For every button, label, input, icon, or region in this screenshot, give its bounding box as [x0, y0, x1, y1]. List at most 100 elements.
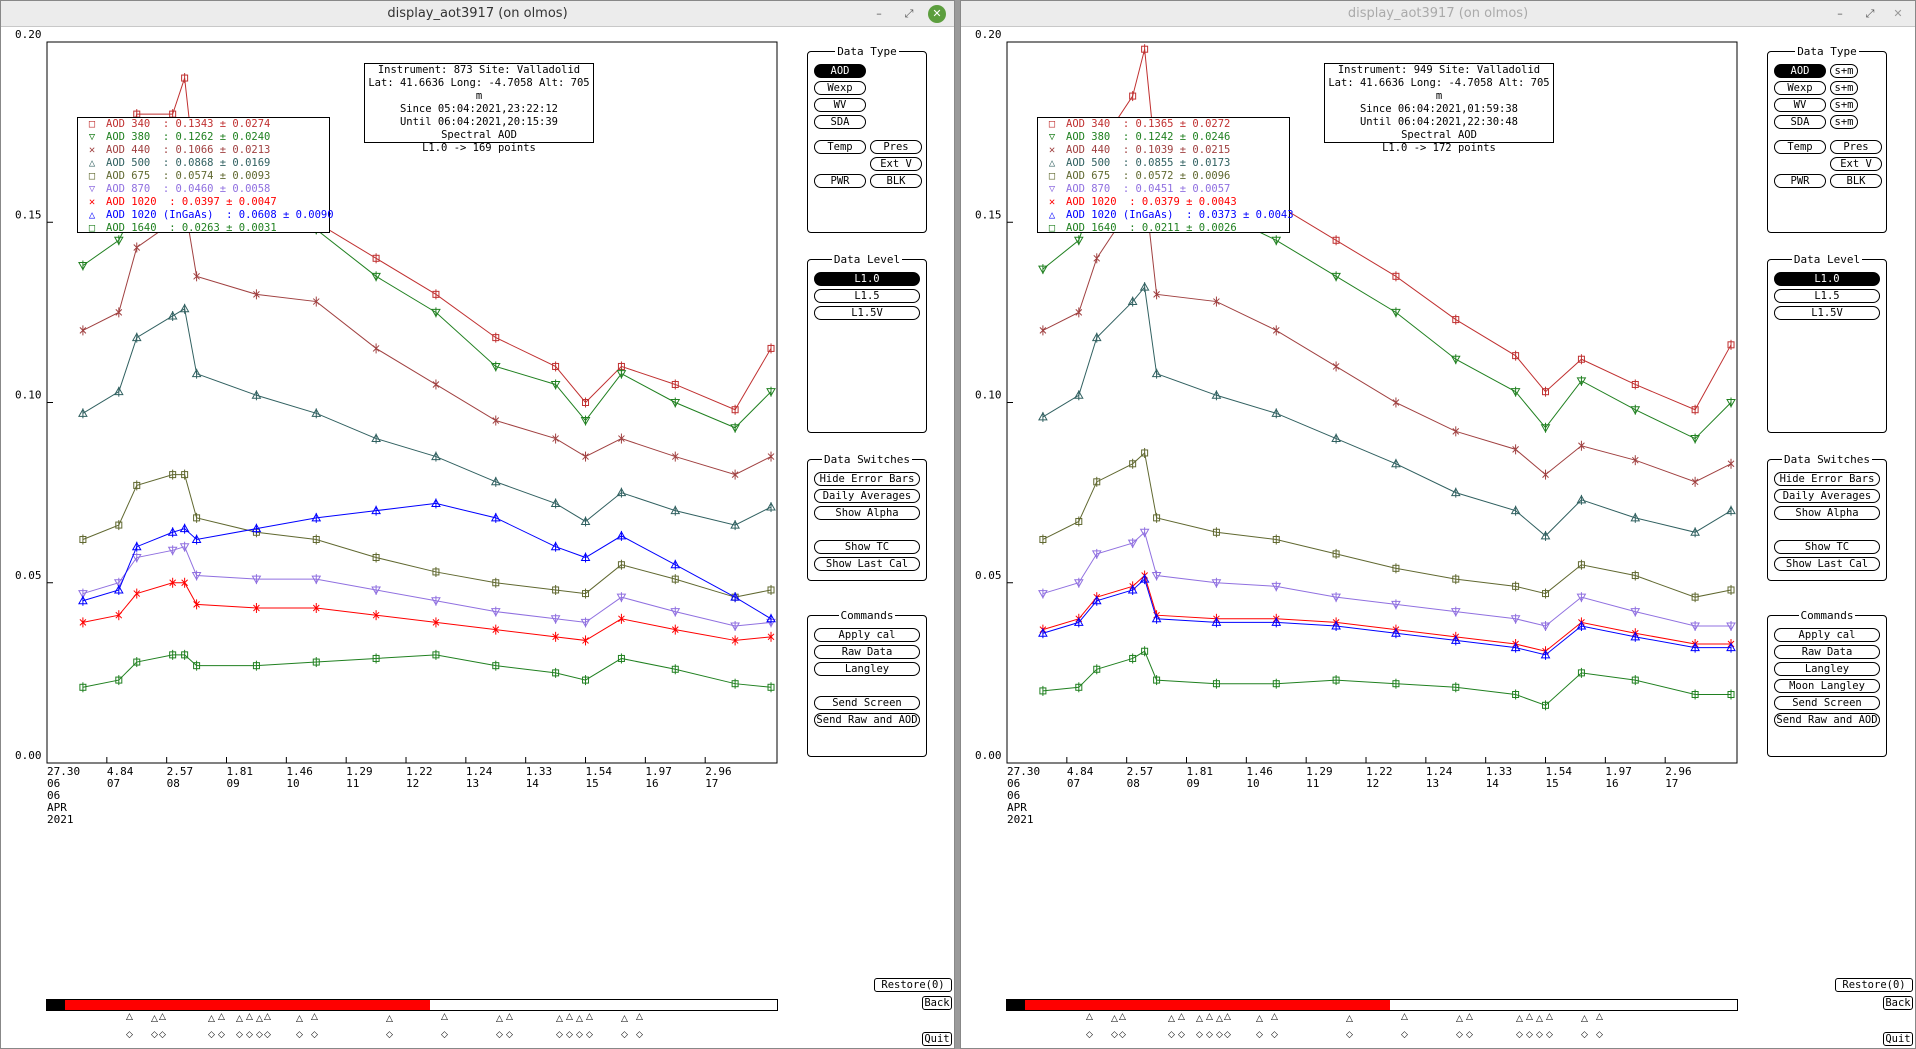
data-point	[79, 619, 87, 626]
close-icon[interactable]: ✕	[1893, 7, 1903, 20]
maximize-icon[interactable]: ⤢	[1865, 7, 1875, 20]
data-point	[670, 399, 681, 408]
l15v-button[interactable]: L1.5V	[814, 306, 920, 320]
show-last-cal-button[interactable]: Show Last Cal	[814, 557, 920, 571]
show-alpha-button[interactable]: Show Alpha	[1774, 506, 1880, 520]
show-tc-button[interactable]: Show TC	[814, 540, 920, 554]
langley-button[interactable]: Langley	[814, 662, 920, 676]
data-point	[169, 471, 177, 479]
aod-spm-button[interactable]: s+m	[1830, 64, 1858, 78]
y-tick-label: 0.20	[15, 28, 42, 41]
show-tc-button[interactable]: Show TC	[1774, 540, 1880, 554]
blk-button[interactable]: BLK	[870, 174, 922, 188]
legend-label: AOD 1020 : 0.0379 ± 0.0043	[1066, 196, 1237, 208]
legend-entry: ▽ AOD 380 : 0.1262 ± 0.0240	[78, 131, 329, 144]
hide-error-bars-button[interactable]: Hide Error Bars	[814, 472, 920, 486]
restore-button[interactable]: Restore(0)	[1835, 978, 1913, 992]
series-line	[1042, 574, 1732, 652]
marker-diamond: ◇	[556, 1030, 563, 1040]
blk-button[interactable]: BLK	[1830, 174, 1882, 188]
moon-langley-button[interactable]: Moon Langley	[1774, 679, 1880, 693]
l15-button[interactable]: L1.5	[1774, 289, 1880, 303]
l15v-button[interactable]: L1.5V	[1774, 306, 1880, 320]
time-bar-selection[interactable]	[1025, 1000, 1390, 1010]
aod-chart[interactable]: 0.000.050.100.150.2027.30064.84072.57081…	[1, 27, 791, 1047]
l10-button[interactable]: L1.0	[1774, 272, 1880, 286]
aod-button[interactable]: AOD	[814, 64, 866, 78]
langley-button[interactable]: Langley	[1774, 662, 1880, 676]
maximize-icon[interactable]: ⤢	[904, 7, 914, 20]
time-bar-selection[interactable]	[65, 1000, 430, 1010]
minimize-icon[interactable]: –	[1837, 7, 1843, 20]
apply-cal-button[interactable]: Apply cal	[814, 628, 920, 642]
close-icon[interactable]: ✕	[928, 5, 946, 23]
temp-button[interactable]: Temp	[814, 140, 866, 154]
legend: □ AOD 340 : 0.1343 ± 0.0274 ▽ AOD 380 : 0.…	[77, 117, 334, 234]
data-point	[617, 654, 625, 662]
x-date-label: 2021	[1007, 813, 1034, 826]
marker-triangle: △	[1346, 1014, 1353, 1024]
wexp-button[interactable]: Wexp	[1774, 81, 1826, 95]
daily-averages-button[interactable]: Daily Averages	[1774, 489, 1880, 503]
pres-button[interactable]: Pres	[870, 140, 922, 154]
wv-button[interactable]: WV	[814, 98, 866, 112]
legend-entry: △ AOD 500 : 0.0855 ± 0.0173	[1038, 157, 1289, 170]
data-point	[1331, 433, 1341, 443]
marker-triangle: △	[496, 1014, 503, 1024]
ext-v-button[interactable]: Ext V	[870, 157, 922, 171]
wexp-spm-button[interactable]: s+m	[1830, 81, 1858, 95]
wexp-button[interactable]: Wexp	[814, 81, 866, 95]
aod-button[interactable]: AOD	[1774, 64, 1826, 78]
time-range-bar[interactable]	[46, 999, 778, 1011]
data-point	[550, 541, 561, 551]
marker-triangle: △	[1196, 1014, 1203, 1024]
series-line	[1042, 451, 1732, 598]
show-alpha-button[interactable]: Show Alpha	[814, 506, 920, 520]
daily-averages-button[interactable]: Daily Averages	[814, 489, 920, 503]
x-tick-day-label: 14	[526, 777, 540, 790]
data-point	[730, 592, 740, 601]
marker-diamond: ◇	[246, 1030, 253, 1040]
minimize-icon[interactable]: –	[876, 7, 882, 20]
sda-button[interactable]: SDA	[1774, 115, 1826, 129]
data-point	[191, 572, 202, 581]
raw-data-button[interactable]: Raw Data	[1774, 645, 1880, 659]
quit-button[interactable]: Quit	[922, 1032, 952, 1046]
title-bar[interactable]: display_aot3917 (on olmos) – ⤢ ✕	[1, 1, 954, 27]
temp-button[interactable]: Temp	[1774, 140, 1826, 154]
time-range-bar[interactable]	[1006, 999, 1738, 1011]
back-button[interactable]: Back	[922, 996, 952, 1010]
data-point	[113, 236, 124, 246]
quit-button[interactable]: Quit	[1883, 1032, 1913, 1046]
wv-button[interactable]: WV	[1774, 98, 1826, 112]
x-tick-top-label: 2.57	[167, 765, 194, 778]
sda-spm-button[interactable]: s+m	[1830, 115, 1858, 129]
data-point	[1631, 676, 1639, 684]
title-bar[interactable]: display_aot3917 (on olmos) – ⤢ ✕	[961, 1, 1915, 27]
l15-button[interactable]: L1.5	[814, 289, 920, 303]
data-point	[1630, 406, 1641, 415]
l10-button[interactable]: L1.0	[814, 272, 920, 286]
pwr-button[interactable]: PWR	[814, 174, 866, 188]
raw-data-button[interactable]: Raw Data	[814, 645, 920, 659]
ext-v-button[interactable]: Ext V	[1830, 157, 1882, 171]
wv-spm-button[interactable]: s+m	[1830, 98, 1858, 112]
data-point	[1141, 647, 1149, 655]
send-screen-button[interactable]: Send Screen	[814, 696, 920, 710]
data-point	[1073, 617, 1084, 626]
send-raw-and-aod-button[interactable]: Send Raw and AOD	[814, 713, 920, 727]
back-button[interactable]: Back	[1883, 996, 1913, 1010]
hide-error-bars-button[interactable]: Hide Error Bars	[1774, 472, 1880, 486]
marker-diamond: ◇	[1456, 1030, 1463, 1040]
send-raw-and-aod-button[interactable]: Send Raw and AOD	[1774, 713, 1880, 727]
show-last-cal-button[interactable]: Show Last Cal	[1774, 557, 1880, 571]
pres-button[interactable]: Pres	[1830, 140, 1882, 154]
restore-button[interactable]: Restore(0)	[874, 978, 952, 992]
send-screen-button[interactable]: Send Screen	[1774, 696, 1880, 710]
x-tick-day-label: 11	[1306, 777, 1319, 790]
apply-cal-button[interactable]: Apply cal	[1774, 628, 1880, 642]
marker-triangle: △	[1086, 1013, 1093, 1022]
legend-marker: △	[1048, 209, 1056, 221]
sda-button[interactable]: SDA	[814, 115, 866, 129]
pwr-button[interactable]: PWR	[1774, 174, 1826, 188]
